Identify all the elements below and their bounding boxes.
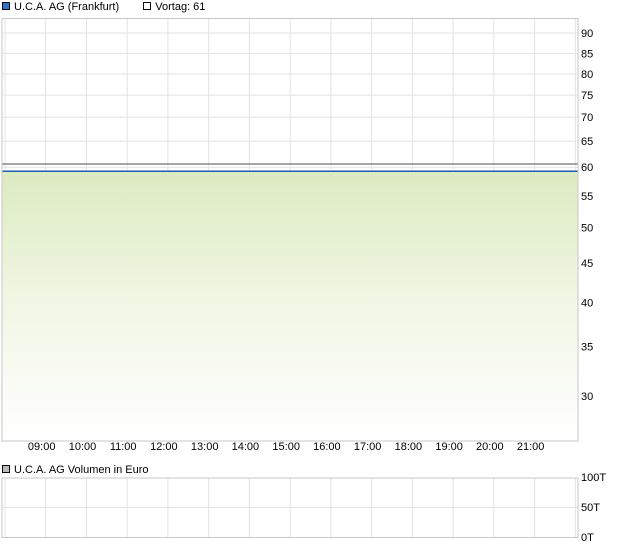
svg-text:50: 50: [581, 223, 593, 235]
svg-text:11:00: 11:00: [110, 441, 137, 453]
svg-text:75: 75: [581, 90, 593, 102]
svg-text:100T: 100T: [581, 472, 606, 484]
svg-text:85: 85: [581, 49, 593, 61]
svg-text:65: 65: [581, 136, 593, 148]
svg-text:80: 80: [581, 69, 593, 81]
svg-text:09:00: 09:00: [28, 441, 56, 453]
svg-text:12:00: 12:00: [150, 441, 178, 453]
svg-text:70: 70: [581, 112, 593, 124]
svg-text:50T: 50T: [581, 502, 600, 514]
svg-text:18:00: 18:00: [395, 441, 423, 453]
svg-text:30: 30: [581, 391, 593, 403]
svg-text:15:00: 15:00: [272, 441, 300, 453]
svg-text:14:00: 14:00: [232, 441, 260, 453]
svg-text:90: 90: [581, 28, 593, 40]
svg-text:55: 55: [581, 191, 593, 203]
svg-text:17:00: 17:00: [354, 441, 382, 453]
svg-text:10:00: 10:00: [69, 441, 97, 453]
svg-text:45: 45: [581, 258, 593, 270]
svg-text:60: 60: [581, 162, 593, 174]
svg-text:0T: 0T: [581, 532, 594, 544]
svg-text:20:00: 20:00: [476, 441, 504, 453]
svg-text:40: 40: [581, 298, 593, 310]
svg-text:19:00: 19:00: [435, 441, 463, 453]
svg-text:16:00: 16:00: [313, 441, 341, 453]
svg-text:13:00: 13:00: [191, 441, 219, 453]
svg-text:21:00: 21:00: [517, 441, 545, 453]
svg-text:35: 35: [581, 342, 593, 354]
